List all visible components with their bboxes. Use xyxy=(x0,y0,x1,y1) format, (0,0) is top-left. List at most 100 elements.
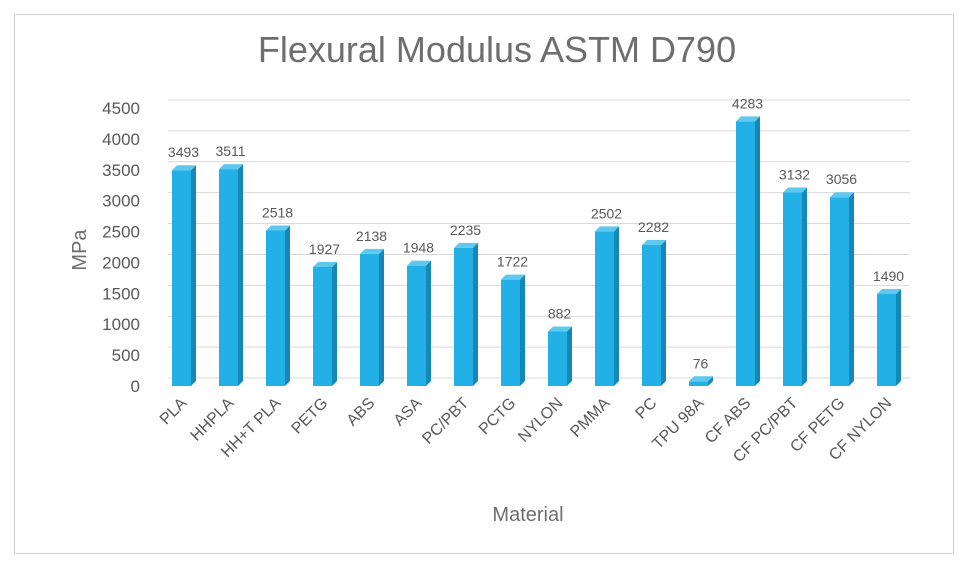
bar-top xyxy=(360,248,384,254)
bar xyxy=(736,116,760,387)
bar-side xyxy=(520,274,525,386)
bar-side xyxy=(896,288,901,386)
data-label: 882 xyxy=(548,306,572,322)
data-label: 4283 xyxy=(732,95,763,111)
bar-side xyxy=(379,248,384,386)
bar-front xyxy=(783,192,802,386)
bar xyxy=(454,242,478,386)
data-label: 2282 xyxy=(638,219,669,235)
bar xyxy=(877,288,901,386)
bar xyxy=(313,261,337,386)
bar-side xyxy=(426,260,431,386)
y-tick-label: 2500 xyxy=(102,223,140,242)
bar-front xyxy=(830,197,849,386)
bar-side xyxy=(332,261,337,386)
bar-top xyxy=(877,288,901,294)
data-label: 3132 xyxy=(779,167,810,183)
data-label: 3511 xyxy=(215,143,245,159)
bar-top xyxy=(501,274,525,280)
bar xyxy=(172,165,196,386)
x-tick-label: PC/PBT xyxy=(419,395,472,448)
bar-front xyxy=(595,231,614,386)
data-label: 1927 xyxy=(309,241,340,257)
y-tick-label: 4000 xyxy=(102,130,140,149)
bar-front xyxy=(219,169,238,386)
data-label: 2235 xyxy=(450,222,481,238)
x-tick-label: TPU 98A xyxy=(649,395,707,453)
bar-top xyxy=(548,326,572,332)
data-label: 3493 xyxy=(168,144,199,160)
data-label: 2518 xyxy=(262,204,293,220)
bar-top xyxy=(454,242,478,248)
bar-side xyxy=(661,240,666,386)
y-tick-label: 500 xyxy=(112,346,140,365)
bar-top xyxy=(407,260,431,266)
x-tick-label: PLA xyxy=(157,395,191,429)
x-tick-label: PCTG xyxy=(476,395,519,438)
bar-top xyxy=(689,376,713,382)
bar xyxy=(501,274,525,386)
bar-front xyxy=(877,293,896,386)
bar-side xyxy=(849,192,854,386)
bar-front xyxy=(642,245,661,386)
bar-side xyxy=(802,187,807,386)
bar-front xyxy=(501,279,520,386)
data-label: 1722 xyxy=(497,254,528,270)
chart-title: Flexural Modulus ASTM D790 xyxy=(258,29,736,70)
bar-side xyxy=(473,242,478,386)
x-tick-label: PMMA xyxy=(567,395,613,441)
bar-front xyxy=(689,381,708,386)
bar xyxy=(830,192,854,386)
bar xyxy=(642,240,666,386)
y-tick-label: 4500 xyxy=(102,99,140,118)
bar-front xyxy=(266,230,285,386)
data-label: 1948 xyxy=(403,240,434,256)
bar xyxy=(783,187,807,386)
x-tick-label: PETG xyxy=(289,395,332,438)
bar-top xyxy=(266,225,290,231)
bar-front xyxy=(172,170,191,386)
x-tick-label: ASA xyxy=(391,395,426,430)
bar xyxy=(407,260,431,386)
y-tick-label: 1000 xyxy=(102,315,140,334)
x-axis-label: Material xyxy=(492,504,563,526)
bar-side xyxy=(755,116,760,387)
x-tick-label: NYLON xyxy=(515,395,566,446)
y-tick-label: 0 xyxy=(131,377,140,396)
data-label: 1490 xyxy=(873,268,904,284)
y-tick-label: 1500 xyxy=(102,284,140,303)
data-label: 2138 xyxy=(356,228,387,244)
bar-front xyxy=(454,247,473,386)
bar-top xyxy=(172,165,196,171)
bar-side xyxy=(191,165,196,386)
bar xyxy=(548,326,572,386)
bar xyxy=(595,226,619,386)
bar-top xyxy=(219,164,243,170)
bar-side xyxy=(567,326,572,386)
bar-top xyxy=(313,261,337,267)
bar-side xyxy=(238,164,243,386)
bar xyxy=(219,164,243,386)
bar-front xyxy=(548,331,567,386)
y-axis-label: MPa xyxy=(69,229,91,271)
bar-top xyxy=(595,226,619,232)
bar-front xyxy=(360,253,379,386)
bar xyxy=(360,248,384,386)
y-tick-label: 2000 xyxy=(102,253,140,272)
data-label: 76 xyxy=(693,355,709,371)
y-tick-label: 3500 xyxy=(102,161,140,180)
bar-side xyxy=(285,225,290,386)
x-tick-label: ABS xyxy=(344,395,379,430)
bar-top xyxy=(830,192,854,198)
bar-side xyxy=(708,376,713,386)
bar-side xyxy=(614,226,619,386)
bar-top xyxy=(736,116,760,122)
bar-front xyxy=(407,265,426,386)
data-label: 2502 xyxy=(591,205,622,221)
x-tick-label: PC xyxy=(633,395,661,423)
bar-front xyxy=(313,266,332,386)
bar-front xyxy=(736,121,755,387)
bar-top xyxy=(783,187,807,193)
bar-top xyxy=(642,240,666,246)
